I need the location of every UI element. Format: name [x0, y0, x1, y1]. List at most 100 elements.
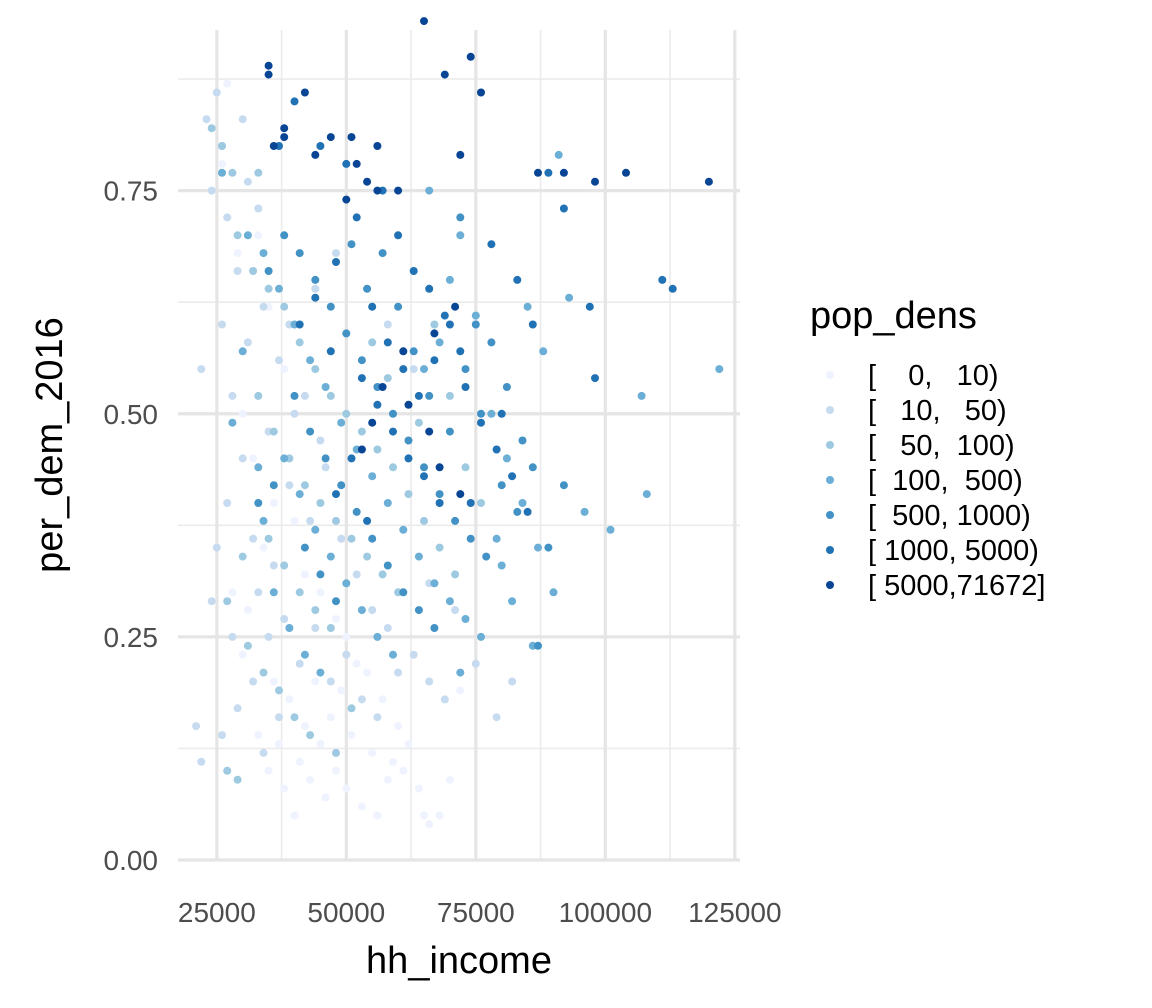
- data-point: [357, 356, 366, 365]
- series-0: [218, 79, 465, 829]
- data-point: [228, 391, 237, 400]
- data-point: [342, 784, 351, 793]
- data-point: [414, 784, 423, 793]
- data-point: [404, 490, 413, 499]
- data-point: [321, 793, 330, 802]
- data-point: [316, 588, 325, 597]
- legend-key: [826, 581, 834, 589]
- x-axis-title: hh_income: [366, 940, 552, 982]
- data-point: [223, 766, 232, 775]
- data-point: [352, 570, 361, 579]
- data-point: [591, 374, 599, 383]
- data-point: [295, 588, 304, 597]
- data-point: [223, 499, 232, 507]
- data-point: [269, 499, 278, 507]
- data-point: [238, 650, 247, 659]
- data-point: [518, 436, 527, 445]
- data-point: [321, 454, 330, 463]
- data-point: [394, 186, 403, 195]
- data-point: [399, 347, 408, 356]
- x-tick-label: 100000: [559, 897, 652, 928]
- data-point: [316, 570, 325, 579]
- data-point: [425, 186, 434, 195]
- data-point: [363, 516, 372, 525]
- data-point: [347, 454, 356, 463]
- data-point: [269, 561, 278, 570]
- data-point: [264, 766, 273, 775]
- data-point: [456, 347, 465, 356]
- data-point: [445, 320, 454, 329]
- legend-entry: [ 500, 1000): [826, 500, 1031, 532]
- data-point: [487, 338, 496, 347]
- data-point: [254, 588, 263, 597]
- data-point: [482, 552, 491, 561]
- data-point: [332, 516, 340, 525]
- data-point: [534, 543, 542, 552]
- data-point: [342, 579, 351, 588]
- data-point: [311, 365, 320, 374]
- data-point: [420, 463, 428, 472]
- legend-entry: [ 100, 500): [826, 465, 1023, 497]
- data-point: [192, 722, 201, 731]
- data-point: [218, 168, 226, 177]
- data-point: [332, 258, 340, 266]
- data-point: [300, 722, 309, 731]
- data-point: [233, 249, 242, 258]
- data-point: [342, 409, 351, 418]
- data-point: [523, 507, 532, 516]
- data-point: [430, 579, 439, 588]
- data-point: [290, 97, 299, 106]
- data-point: [280, 561, 289, 570]
- data-point: [544, 168, 553, 177]
- legend-entry: [ 1000, 5000): [826, 535, 1039, 567]
- x-tick-labels: 25000 50000 75000 100000 125000: [178, 897, 782, 928]
- data-point: [197, 365, 206, 374]
- data-point: [264, 284, 273, 293]
- legend-entry: [ 0, 10): [826, 360, 999, 392]
- data-point: [207, 124, 216, 133]
- data-point: [425, 820, 434, 829]
- data-point: [316, 436, 325, 445]
- y-axis-title: per_dem_2016: [29, 317, 71, 573]
- data-point: [435, 811, 444, 820]
- data-point: [285, 481, 294, 490]
- data-point: [404, 454, 413, 463]
- data-point: [404, 400, 413, 409]
- data-point: [332, 615, 340, 623]
- data-point: [389, 650, 397, 659]
- data-point: [435, 463, 444, 472]
- data-point: [508, 597, 517, 606]
- data-point: [404, 436, 413, 445]
- data-point: [704, 177, 713, 186]
- data-point: [399, 766, 408, 775]
- data-point: [420, 811, 428, 820]
- data-point: [715, 365, 724, 374]
- data-point: [456, 150, 465, 159]
- data-point: [290, 713, 299, 722]
- data-point: [357, 427, 366, 436]
- data-point: [378, 695, 387, 704]
- data-point: [430, 624, 439, 632]
- data-point: [259, 516, 268, 525]
- data-point: [275, 686, 283, 695]
- data-point: [445, 427, 454, 436]
- data-point: [218, 731, 226, 740]
- data-point: [497, 409, 506, 418]
- data-point: [440, 311, 449, 320]
- data-point: [259, 249, 268, 258]
- data-point: [466, 499, 475, 507]
- data-point: [559, 481, 568, 490]
- legend-entry: [ 50, 100): [826, 430, 1015, 462]
- data-point: [425, 427, 434, 436]
- legend-key: [826, 511, 834, 519]
- data-point: [451, 606, 460, 615]
- data-point: [554, 150, 563, 159]
- data-point: [456, 686, 465, 695]
- data-point: [259, 302, 268, 311]
- data-point: [311, 624, 320, 632]
- data-point: [228, 632, 237, 641]
- data-point: [337, 534, 346, 543]
- data-point: [300, 481, 309, 490]
- data-point: [409, 267, 418, 275]
